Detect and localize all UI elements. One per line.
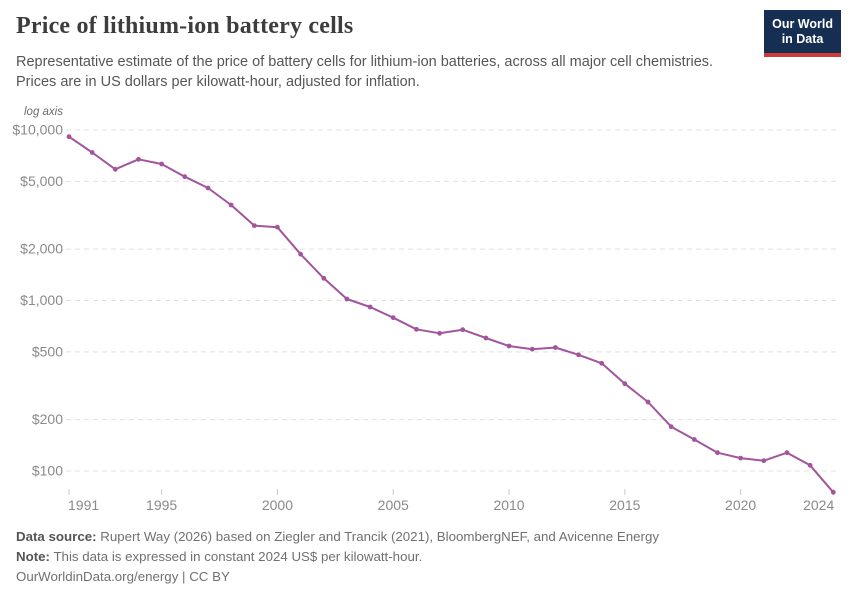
page-title: Price of lithium-ion battery cells — [16, 13, 354, 39]
x-axis-label: 1995 — [146, 497, 177, 513]
x-axis-label: 2020 — [725, 497, 756, 513]
note-line: Note: This data is expressed in constant… — [16, 547, 659, 567]
x-axis-label: 2005 — [378, 497, 409, 513]
data-point-2020[interactable] — [738, 455, 743, 461]
data-point-2017[interactable] — [668, 424, 674, 430]
data-point-2015[interactable] — [622, 381, 628, 387]
y-axis-label: $1,000 — [20, 292, 63, 308]
data-point-2011[interactable] — [529, 346, 535, 352]
subtitle-line-2: Prices are in US dollars per kilowatt-ho… — [16, 74, 420, 90]
log-axis-note: log axis — [24, 106, 63, 118]
data-point-2019[interactable] — [715, 450, 720, 456]
data-point-2003[interactable] — [344, 296, 350, 302]
x-axis-label: 2015 — [609, 497, 640, 513]
owid-logo-line-1: Our World — [772, 17, 833, 31]
data-point-2000[interactable] — [275, 224, 280, 230]
license-line: OurWorldinData.org/energy | CC BY — [16, 567, 659, 587]
owid-logo-line-2: in Data — [781, 32, 824, 46]
data-point-2009[interactable] — [483, 335, 489, 341]
data-point-2024[interactable] — [830, 489, 836, 495]
data-point-1998[interactable] — [228, 202, 234, 208]
price-line[interactable] — [68, 135, 835, 494]
license-link[interactable]: OurWorldinData.org/energy | CC BY — [16, 569, 230, 584]
data-point-2008[interactable] — [460, 327, 466, 333]
data-point-2016[interactable] — [645, 399, 651, 405]
x-axis-label: 2010 — [493, 497, 524, 513]
data-point-2010[interactable] — [506, 343, 512, 349]
data-point-2023[interactable] — [807, 462, 813, 468]
data-point-2022[interactable] — [784, 450, 790, 456]
data-point-2001[interactable] — [298, 251, 303, 257]
data-source-line: Data source: Rupert Way (2026) based on … — [16, 527, 659, 547]
x-axis-label: 1991 — [68, 497, 99, 513]
y-axis-label: $10,000 — [12, 122, 63, 138]
data-point-2006[interactable] — [414, 326, 419, 332]
data-source-label: Data source: — [16, 529, 97, 544]
y-axis-label: $2,000 — [20, 241, 63, 257]
chart-subtitle: Representative estimate of the price of … — [16, 52, 761, 92]
owid-logo[interactable]: Our World in Data — [764, 10, 841, 57]
data-point-1995[interactable] — [159, 161, 165, 167]
y-axis-label: $100 — [32, 463, 63, 479]
data-point-2004[interactable] — [367, 304, 373, 310]
note-text: This data is expressed in constant 2024 … — [49, 549, 423, 564]
y-axis-label: $500 — [32, 343, 63, 359]
data-point-1999[interactable] — [251, 223, 257, 229]
x-axis-label: 2000 — [262, 497, 293, 513]
chart-footer: Data source: Rupert Way (2026) based on … — [16, 527, 659, 587]
data-point-1994[interactable] — [136, 156, 141, 162]
x-axis-label: 2024 — [803, 497, 834, 513]
data-point-2021[interactable] — [761, 458, 767, 464]
note-label: Note: — [16, 549, 50, 564]
data-point-2013[interactable] — [576, 352, 581, 358]
data-point-1996[interactable] — [182, 174, 188, 180]
data-point-1992[interactable] — [89, 150, 95, 155]
data-source-text: Rupert Way (2026) based on Ziegler and T… — [96, 529, 660, 544]
data-point-1993[interactable] — [112, 166, 118, 172]
subtitle-line-1: Representative estimate of the price of … — [16, 54, 714, 70]
data-point-1997[interactable] — [205, 185, 211, 191]
data-point-2002[interactable] — [321, 275, 327, 281]
data-point-2005[interactable] — [390, 315, 396, 321]
data-point-1991[interactable] — [66, 134, 72, 140]
data-point-2007[interactable] — [437, 330, 442, 336]
data-point-2018[interactable] — [691, 437, 697, 442]
y-axis-label: $200 — [32, 411, 63, 427]
data-point-2014[interactable] — [599, 360, 605, 366]
y-axis-label: $5,000 — [20, 173, 63, 189]
data-point-2012[interactable] — [553, 345, 558, 350]
